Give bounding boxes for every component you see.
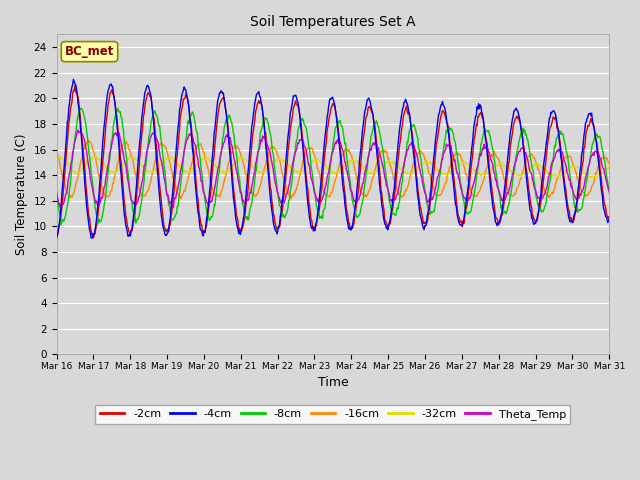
Text: BC_met: BC_met bbox=[65, 45, 114, 58]
Title: Soil Temperatures Set A: Soil Temperatures Set A bbox=[250, 15, 416, 29]
Y-axis label: Soil Temperature (C): Soil Temperature (C) bbox=[15, 133, 28, 255]
Legend: -2cm, -4cm, -8cm, -16cm, -32cm, Theta_Temp: -2cm, -4cm, -8cm, -16cm, -32cm, Theta_Te… bbox=[95, 405, 570, 424]
X-axis label: Time: Time bbox=[317, 376, 348, 389]
